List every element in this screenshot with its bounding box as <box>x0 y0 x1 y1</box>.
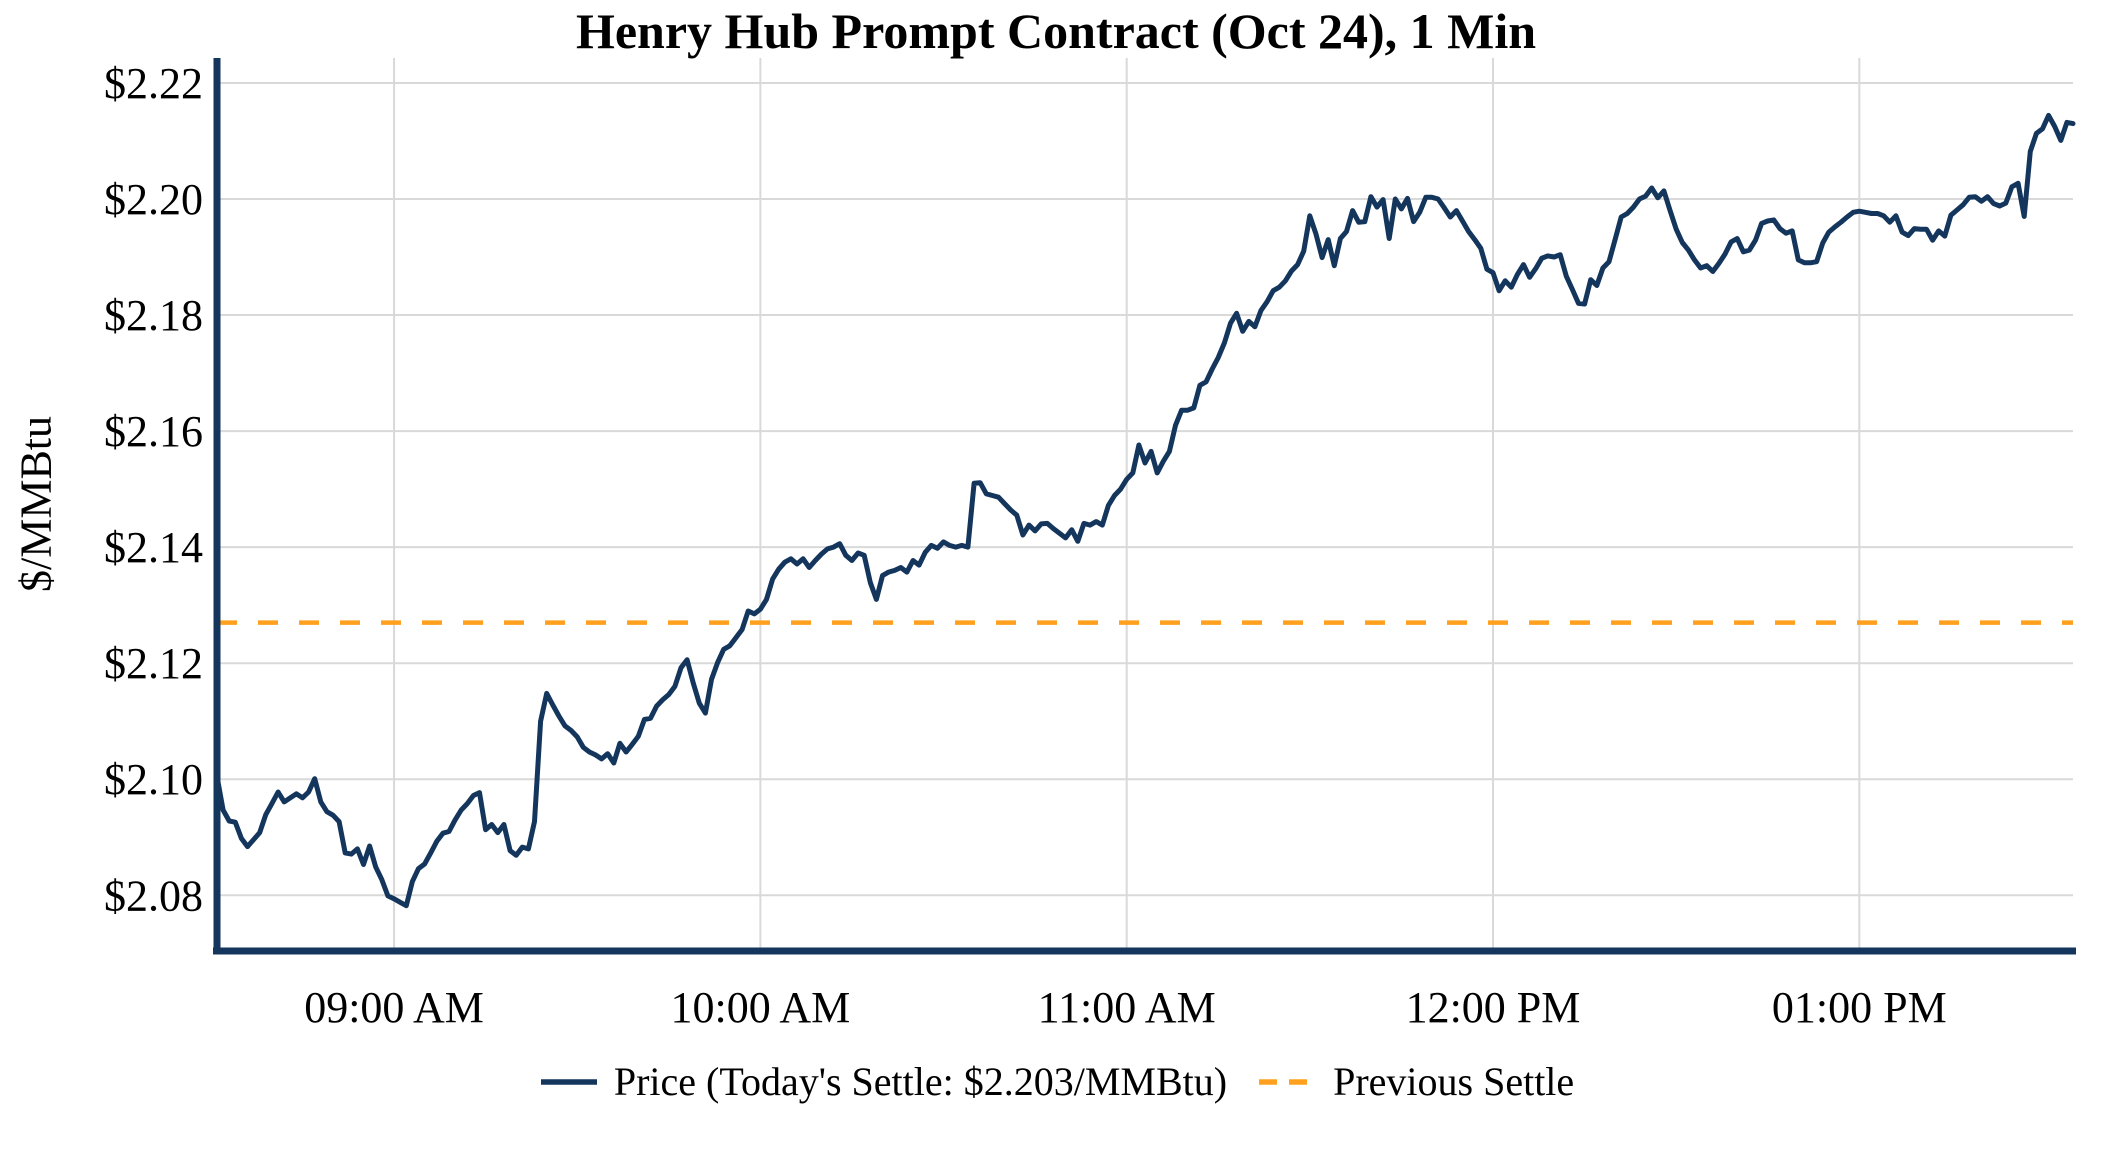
legend-item-price: Price (Today's Settle: $2.203/MMBtu) <box>538 1058 1227 1105</box>
y-tick-label: $2.10 <box>104 755 203 804</box>
legend: Price (Today's Settle: $2.203/MMBtu) Pre… <box>0 1058 2112 1105</box>
y-tick-label: $2.14 <box>104 523 203 572</box>
y-tick-label: $2.22 <box>104 59 203 108</box>
y-tick-label: $2.08 <box>104 871 203 920</box>
x-tick-label: 12:00 PM <box>1406 983 1581 1032</box>
x-tick-label: 10:00 AM <box>671 983 851 1032</box>
previous-settle-dashed-swatch-icon <box>1259 1078 1320 1085</box>
y-tick-label: $2.12 <box>104 639 203 688</box>
legend-label-previous-settle: Previous Settle <box>1333 1059 1575 1104</box>
y-tick-label: $2.20 <box>104 175 203 224</box>
legend-label-price: Price (Today's Settle: $2.203/MMBtu) <box>613 1059 1228 1104</box>
price-line <box>214 112 2076 909</box>
y-tick-label: $2.16 <box>104 407 203 456</box>
price-line-swatch-icon <box>540 1078 597 1085</box>
y-tick-label: $2.18 <box>104 291 203 340</box>
x-tick-label: 01:00 PM <box>1772 983 1947 1032</box>
chart-title: Henry Hub Prompt Contract (Oct 24), 1 Mi… <box>575 3 1537 59</box>
x-tick-label: 09:00 AM <box>304 983 484 1032</box>
legend-item-previous-settle: Previous Settle <box>1257 1058 1574 1105</box>
x-tick-label: 11:00 AM <box>1038 983 1216 1032</box>
